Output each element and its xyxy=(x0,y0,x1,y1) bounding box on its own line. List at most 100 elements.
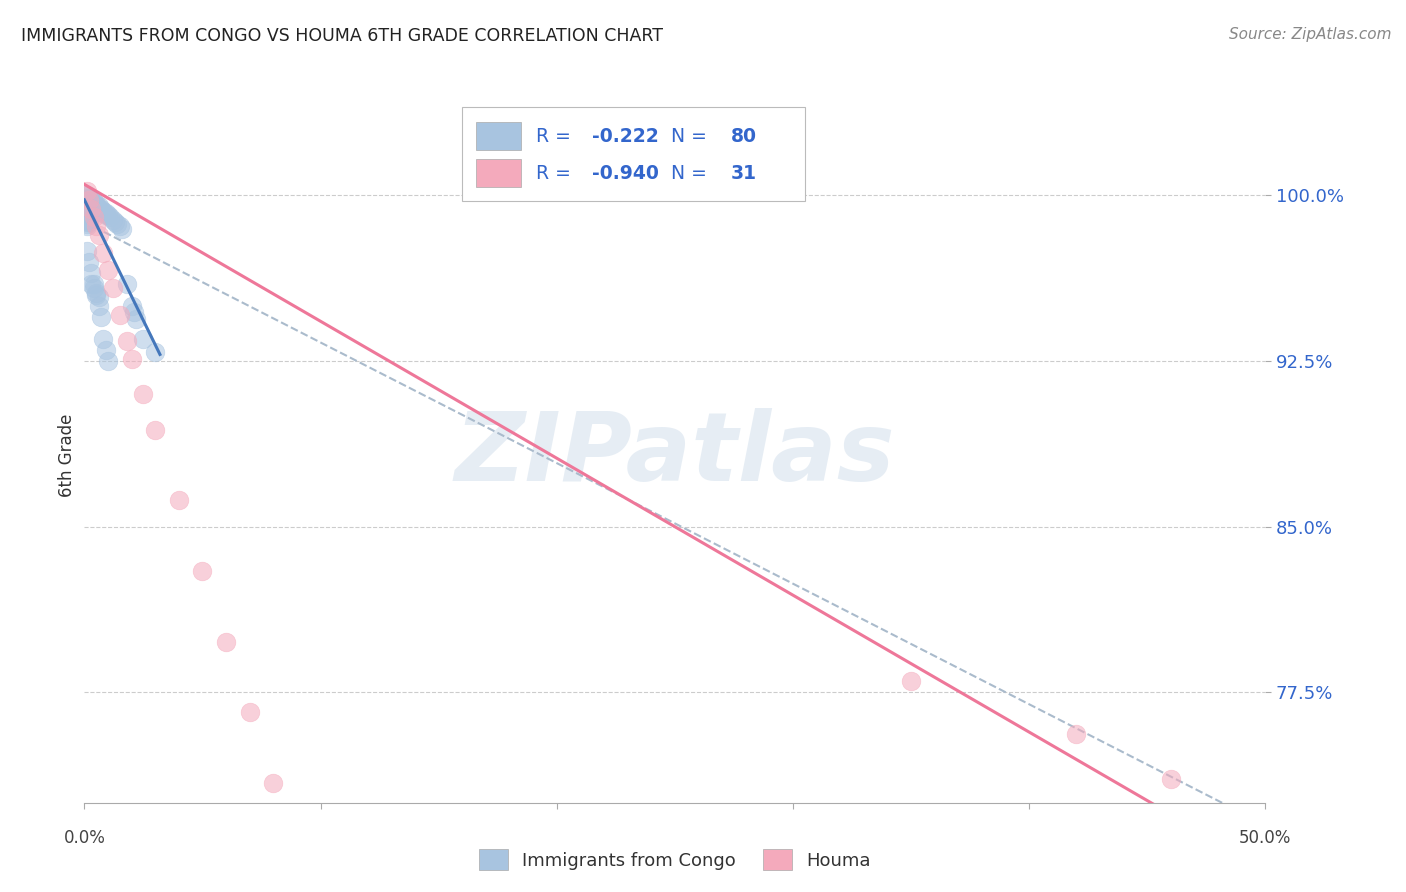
Point xyxy=(76,193,98,207)
Point xyxy=(90,203,112,218)
Text: R =: R = xyxy=(536,127,576,145)
Point xyxy=(90,202,112,216)
Point xyxy=(80,277,103,291)
Point xyxy=(83,211,105,225)
Point xyxy=(83,194,105,209)
Point xyxy=(73,188,96,202)
FancyBboxPatch shape xyxy=(463,107,804,201)
Point xyxy=(97,208,120,222)
Point xyxy=(215,634,238,648)
Point xyxy=(91,245,114,260)
Point xyxy=(80,199,103,213)
Point xyxy=(84,287,107,301)
Point xyxy=(76,199,98,213)
Point xyxy=(115,277,138,291)
Point xyxy=(111,221,134,235)
Point xyxy=(91,332,114,346)
Point xyxy=(98,211,121,225)
Point xyxy=(1160,772,1182,786)
Point xyxy=(76,203,98,218)
Point xyxy=(76,244,98,258)
Point xyxy=(94,206,117,220)
FancyBboxPatch shape xyxy=(477,122,522,150)
Point xyxy=(80,206,103,220)
Point xyxy=(108,308,131,322)
Point xyxy=(87,202,110,216)
Point xyxy=(1066,727,1088,741)
Point xyxy=(83,277,105,291)
Text: -0.940: -0.940 xyxy=(592,163,659,183)
Point xyxy=(76,188,98,202)
Point xyxy=(77,211,100,225)
Point xyxy=(132,332,155,346)
Point xyxy=(80,203,103,218)
Text: N =: N = xyxy=(671,163,713,183)
Point xyxy=(76,184,98,198)
Point xyxy=(101,281,124,295)
Point xyxy=(143,345,166,359)
Y-axis label: 6th Grade: 6th Grade xyxy=(58,413,76,497)
Point xyxy=(87,290,110,304)
Point xyxy=(77,202,100,216)
Text: N =: N = xyxy=(671,127,713,145)
Point xyxy=(94,343,117,357)
Point xyxy=(76,191,98,205)
Point xyxy=(76,206,98,220)
Point xyxy=(76,219,98,234)
Point xyxy=(87,199,110,213)
Point xyxy=(77,208,100,222)
Point xyxy=(87,299,110,313)
Point xyxy=(83,199,105,213)
Point xyxy=(97,263,120,277)
Point xyxy=(77,215,100,229)
Point xyxy=(77,194,100,209)
Point xyxy=(83,281,105,295)
Point xyxy=(121,351,143,366)
Point xyxy=(77,206,100,220)
Text: IMMIGRANTS FROM CONGO VS HOUMA 6TH GRADE CORRELATION CHART: IMMIGRANTS FROM CONGO VS HOUMA 6TH GRADE… xyxy=(21,27,664,45)
Point xyxy=(90,310,112,324)
Point xyxy=(76,217,98,231)
Point xyxy=(76,202,98,216)
Point xyxy=(77,197,100,211)
Text: ZIPatlas: ZIPatlas xyxy=(454,409,896,501)
Point xyxy=(122,305,145,319)
Point xyxy=(143,423,166,437)
Text: R =: R = xyxy=(536,163,576,183)
Text: Source: ZipAtlas.com: Source: ZipAtlas.com xyxy=(1229,27,1392,42)
Point xyxy=(104,215,127,229)
Point xyxy=(77,199,100,213)
Point xyxy=(84,197,107,211)
FancyBboxPatch shape xyxy=(477,159,522,187)
Point xyxy=(80,266,103,280)
Point xyxy=(91,206,114,220)
Point xyxy=(191,564,214,578)
Point xyxy=(239,705,262,719)
Point xyxy=(84,199,107,213)
Point xyxy=(76,208,98,222)
Point xyxy=(77,254,100,268)
Point xyxy=(900,674,922,689)
Text: 50.0%: 50.0% xyxy=(1239,830,1292,847)
Point xyxy=(77,191,100,205)
Point xyxy=(83,197,105,211)
Point xyxy=(87,228,110,243)
Point xyxy=(80,202,103,216)
Point xyxy=(101,212,124,227)
Point xyxy=(84,203,107,218)
Point xyxy=(80,194,103,209)
Point xyxy=(77,193,100,207)
Point xyxy=(84,202,107,216)
Point xyxy=(76,194,98,209)
Point xyxy=(76,211,98,225)
Point xyxy=(262,776,284,790)
Point xyxy=(84,219,107,234)
Point xyxy=(108,219,131,234)
Point xyxy=(94,208,117,222)
Point xyxy=(77,203,100,218)
Point xyxy=(167,493,190,508)
Point xyxy=(76,212,98,227)
Point xyxy=(80,197,103,211)
Point xyxy=(97,354,120,368)
Text: 0.0%: 0.0% xyxy=(63,830,105,847)
